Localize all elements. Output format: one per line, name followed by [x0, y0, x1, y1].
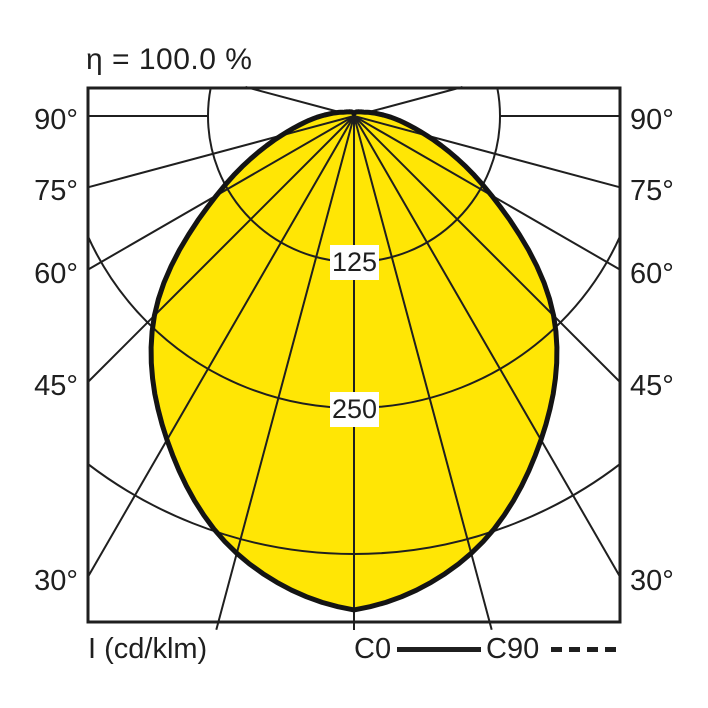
legend-c90-label: C90: [486, 633, 540, 665]
grid-ray-105-right: [367, 86, 463, 114]
grid-ray-30-right: [353, 115, 621, 578]
angle-label-right-90: 90°: [630, 104, 674, 136]
grid-ray-15-right: [353, 115, 493, 630]
grid-ray-75-left: [87, 115, 355, 189]
angle-label-right-30: 30°: [630, 565, 674, 597]
angle-label-right-60: 60°: [630, 258, 674, 290]
legend-c0-line-sample: [397, 647, 481, 652]
efficiency-title: η = 100.0 %: [86, 43, 253, 76]
grid-ray-45-right: [353, 115, 621, 383]
angle-label-right-45: 45°: [630, 370, 674, 402]
angle-label-left-90: 90°: [34, 104, 78, 136]
ring-label-125: 125: [330, 245, 379, 280]
grid-ring-375: [88, 462, 620, 555]
grid-ray-75-right: [353, 115, 621, 189]
c0-c90-curve-outline: [148, 109, 560, 613]
ring-label-250: 250: [330, 392, 379, 427]
grid-ray-45-left: [87, 115, 355, 383]
grid-ray-15-left: [215, 115, 355, 630]
legend-c0-label: C0: [354, 633, 392, 665]
angle-label-left-30: 30°: [34, 565, 78, 597]
legend-c90-dashed-line-sample: [551, 647, 619, 652]
angle-label-left-75: 75°: [34, 175, 78, 207]
plot-border: [86, 86, 622, 624]
angle-label-left-45: 45°: [34, 370, 78, 402]
angle-label-right-75: 75°: [630, 175, 674, 207]
unit-label: I (cd/klm): [88, 633, 208, 665]
grid-ray-105-left: [245, 86, 341, 114]
angle-label-left-60: 60°: [34, 258, 78, 290]
grid-ray-30-left: [87, 115, 355, 578]
